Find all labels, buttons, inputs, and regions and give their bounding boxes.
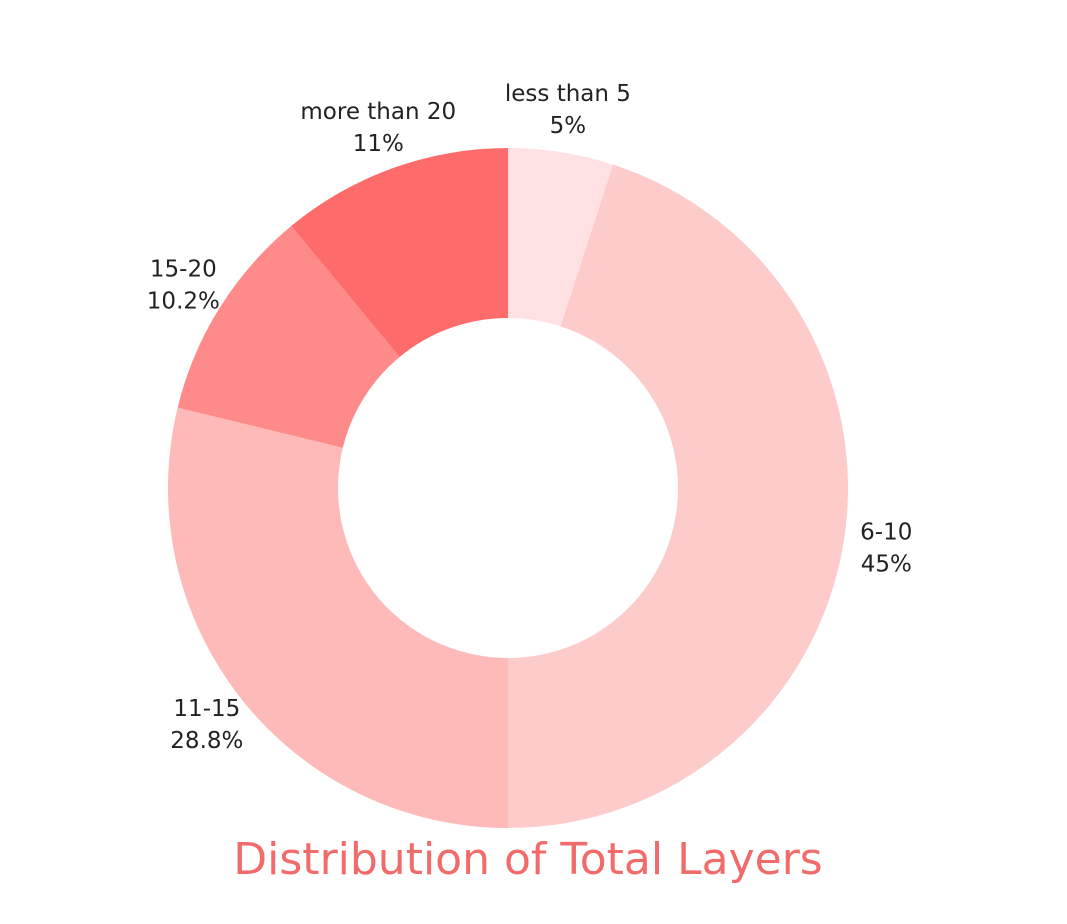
donut-slice <box>508 148 614 327</box>
slice-label: less than 5 <box>505 81 631 107</box>
slice-label: 6-10 <box>860 519 912 545</box>
chart-title: Distribution of Total Layers <box>233 834 822 885</box>
slice-label: more than 20 <box>300 99 456 125</box>
slice-label: 15-20 <box>150 256 217 282</box>
slice-label: 11-15 <box>173 696 240 722</box>
slice-value-label: 5% <box>550 113 587 139</box>
slice-value-label: 11% <box>353 131 404 157</box>
slice-value-label: 28.8% <box>170 728 243 754</box>
slice-value-label: 45% <box>861 551 912 577</box>
slice-value-label: 10.2% <box>147 288 220 314</box>
donut-slice <box>167 407 508 828</box>
donut-slice <box>177 226 400 448</box>
donut-slice <box>508 164 848 829</box>
donut-slice <box>291 148 508 358</box>
